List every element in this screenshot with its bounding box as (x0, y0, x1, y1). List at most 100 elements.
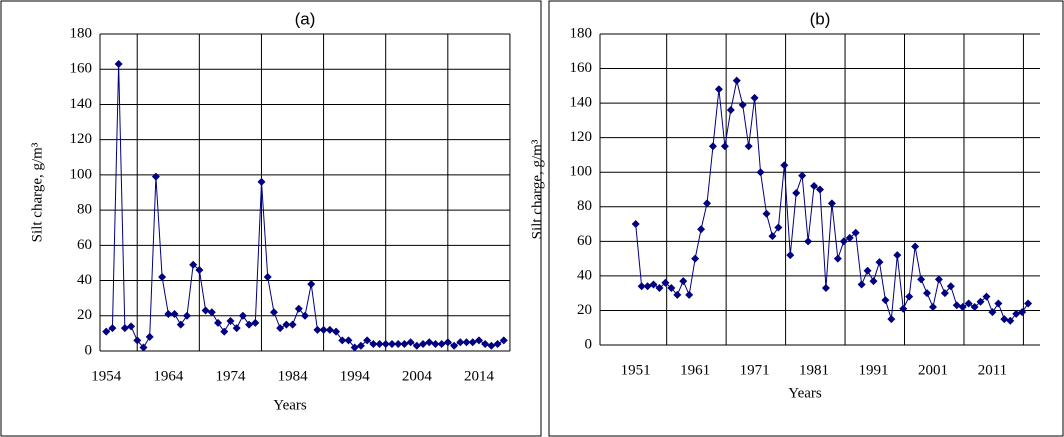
data-point (120, 324, 129, 333)
data-point (685, 290, 694, 299)
data-point (245, 320, 254, 329)
data-point (338, 336, 347, 345)
data-point (631, 220, 640, 229)
chart-title: (b) (810, 9, 831, 28)
data-point (839, 237, 848, 246)
data-point (649, 280, 658, 289)
y-tick-label: 140 (70, 96, 93, 112)
data-point (738, 100, 747, 109)
data-point (786, 251, 795, 260)
y-tick-label: 80 (577, 198, 592, 214)
data-point (1024, 299, 1033, 308)
data-point (994, 299, 1003, 308)
data-point (176, 320, 185, 329)
data-point (487, 341, 496, 350)
data-point (774, 223, 783, 232)
data-point (220, 327, 229, 336)
data-point (917, 275, 926, 284)
data-point (251, 318, 260, 327)
data-point (319, 325, 328, 334)
data-point (182, 311, 191, 320)
data-point (151, 172, 160, 181)
data-point (661, 278, 670, 287)
x-tick-label: 1961 (680, 362, 710, 378)
data-point (214, 318, 223, 327)
data-point (810, 182, 819, 191)
y-tick-label: 40 (77, 272, 92, 288)
data-point (1018, 308, 1027, 317)
y-tick-label: 120 (570, 129, 593, 145)
data-point (792, 188, 801, 197)
data-point (732, 76, 741, 85)
data-point (637, 282, 646, 291)
chart-title: (a) (295, 9, 316, 28)
data-point (431, 339, 440, 348)
data-point (845, 233, 854, 242)
data-point (952, 301, 961, 310)
data-point (714, 85, 723, 94)
data-point (875, 258, 884, 267)
x-tick-label: 2014 (464, 368, 495, 384)
data-point (720, 142, 729, 151)
y-tick-label: 100 (570, 164, 593, 180)
data-point (207, 308, 216, 317)
data-point (1006, 316, 1015, 325)
data-point (269, 308, 278, 317)
data-point (643, 282, 652, 291)
data-point (301, 311, 309, 320)
data-point (988, 308, 997, 317)
data-point (928, 302, 937, 311)
data-point (744, 142, 753, 151)
data-point (869, 277, 878, 286)
data-point (1000, 315, 1009, 324)
data-point (375, 339, 384, 348)
data-point (332, 327, 341, 336)
x-tick-label: 1981 (799, 362, 829, 378)
y-tick-label: 100 (70, 166, 93, 182)
panel-a-border (0, 0, 542, 437)
data-point (232, 324, 241, 333)
data-point (276, 324, 285, 333)
data-point (450, 341, 459, 350)
data-point (102, 327, 111, 336)
data-point (827, 199, 836, 208)
x-tick-label: 1964 (153, 368, 184, 384)
y-tick-label: 120 (70, 131, 93, 147)
data-point (905, 292, 914, 301)
y-tick-label: 180 (70, 25, 93, 41)
y-tick-label: 80 (77, 202, 92, 218)
data-point (982, 292, 991, 301)
x-axis-label: Years (788, 385, 822, 401)
data-point (493, 339, 502, 348)
data-point (226, 317, 235, 326)
data-point (400, 339, 409, 348)
data-point (139, 343, 148, 352)
data-point (282, 320, 291, 329)
data-point (369, 339, 378, 348)
data-point (703, 199, 712, 208)
data-point (344, 336, 353, 345)
data-point (691, 254, 700, 263)
x-tick-label: 2011 (978, 362, 1007, 378)
panel-b-border (548, 0, 1064, 437)
data-point (934, 275, 943, 284)
x-tick-label: 1994 (340, 368, 371, 384)
data-point (294, 304, 303, 313)
data-point (964, 299, 973, 308)
y-tick-label: 60 (577, 233, 592, 249)
data-point (940, 289, 949, 298)
data-point (804, 237, 813, 246)
data-point (946, 282, 955, 291)
data-point (887, 315, 896, 324)
data-point (238, 311, 247, 320)
data-point (708, 142, 717, 151)
data-point (976, 297, 985, 306)
data-line (105, 63, 505, 349)
x-tick-label: 1951 (621, 362, 651, 378)
data-point (114, 59, 123, 68)
data-point (893, 251, 902, 260)
x-axis-label: Years (273, 397, 307, 413)
data-point (387, 339, 396, 348)
data-point (923, 289, 932, 298)
data-point (474, 336, 483, 345)
